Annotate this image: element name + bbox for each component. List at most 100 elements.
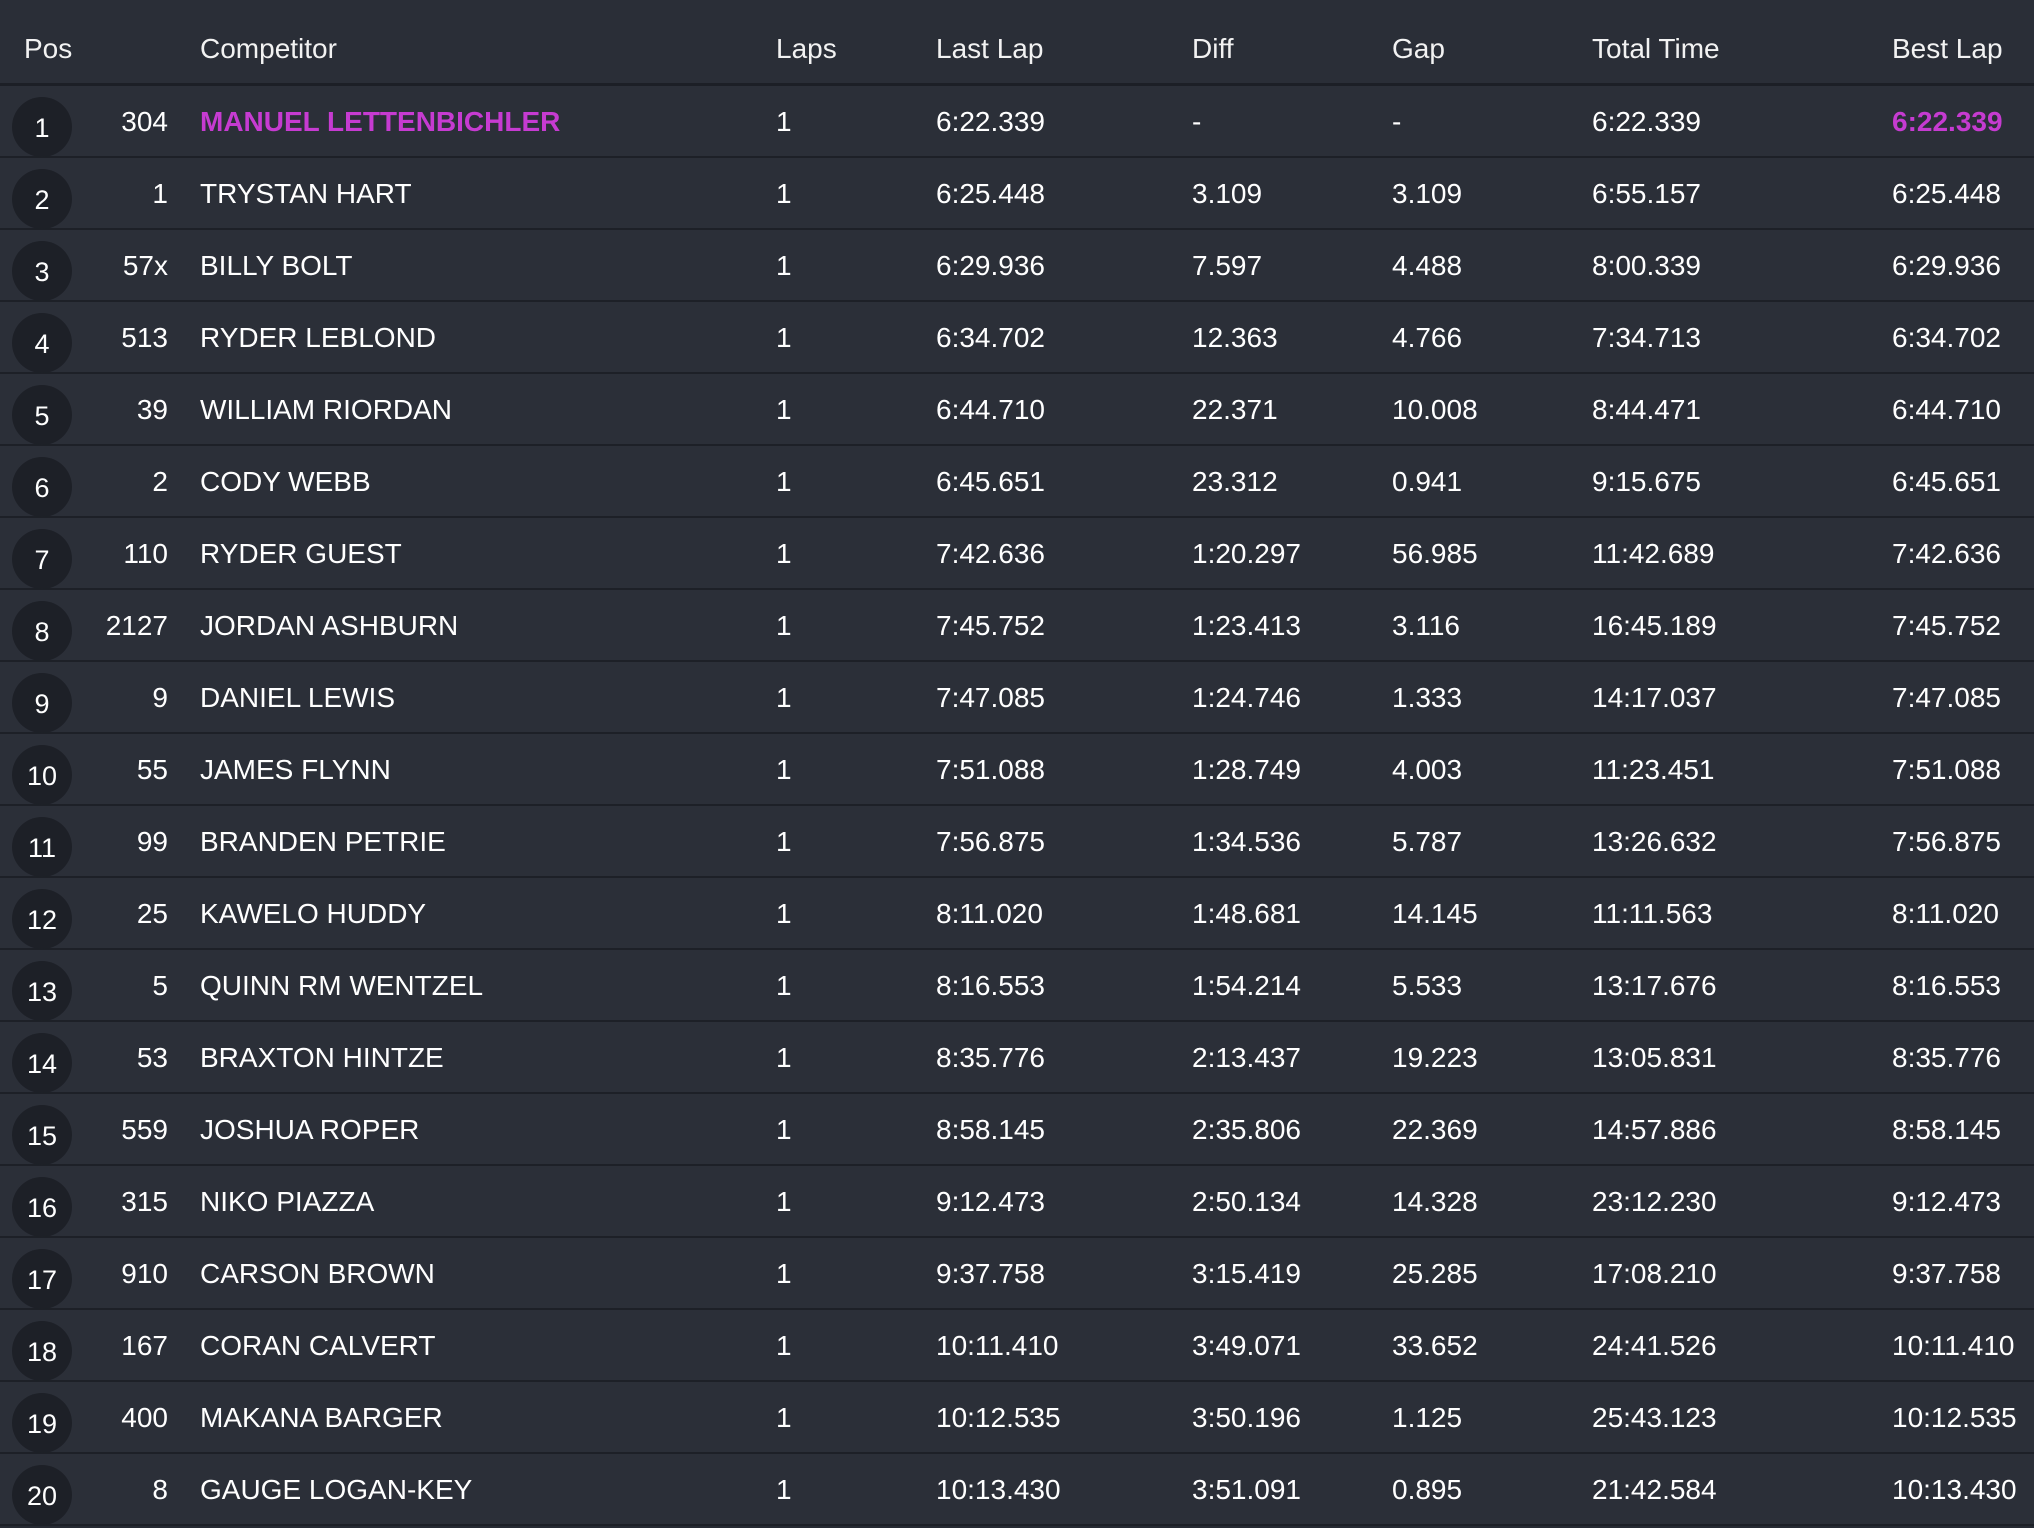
laps-value: 1 — [776, 826, 792, 857]
header-laps[interactable]: Laps — [776, 33, 837, 64]
competitor-name: BRANDEN PETRIE — [200, 826, 446, 857]
last-lap-value: 10:12.535 — [936, 1402, 1061, 1433]
last-lap-value: 8:16.553 — [936, 970, 1045, 1001]
position-badge: 1 — [12, 97, 72, 157]
best-lap-value: 9:12.473 — [1892, 1186, 2001, 1217]
laps-value: 1 — [776, 1474, 792, 1505]
diff-value: 2:50.134 — [1192, 1186, 1301, 1217]
table-row[interactable]: 15 559 JOSHUA ROPER 1 8:58.145 2:35.806 22.369… — [0, 1094, 2034, 1166]
position-badge: 6 — [12, 457, 72, 517]
position-badge: 15 — [12, 1105, 72, 1165]
table-row[interactable]: 14 53 BRAXTON HINTZE 1 8:35.776 2:13.437 19.22… — [0, 1022, 2034, 1094]
competitor-name: CORAN CALVERT — [200, 1330, 436, 1361]
laps-value: 1 — [776, 1330, 792, 1361]
position-badge: 13 — [12, 961, 72, 1021]
diff-value: 1:24.746 — [1192, 682, 1301, 713]
competitor-number: 110 — [123, 538, 168, 569]
gap-value: 10.008 — [1392, 394, 1478, 425]
table-header: Pos Competitor Laps Last Lap Diff Gap To… — [0, 0, 2034, 86]
diff-value: 1:54.214 — [1192, 970, 1301, 1001]
competitor-number: 99 — [136, 826, 168, 857]
diff-value: 1:23.413 — [1192, 610, 1301, 641]
total-time-value: 23:12.230 — [1592, 1186, 1717, 1217]
gap-value: 0.941 — [1392, 466, 1463, 497]
table-row[interactable]: 10 55 JAMES FLYNN 1 7:51.088 1:28.749 4.003 11:… — [0, 734, 2034, 806]
position-badge: 9 — [12, 673, 72, 733]
total-time-value: 7:34.713 — [1592, 322, 1701, 353]
best-lap-value: 6:29.936 — [1892, 250, 2001, 281]
competitor-number: 559 — [121, 1114, 168, 1145]
competitor-name: QUINN RM WENTZEL — [200, 970, 484, 1001]
table-row[interactable]: 2 1 TRYSTAN HART 1 6:25.448 3.109 3.109 6:55.15… — [0, 158, 2034, 230]
last-lap-value: 6:45.651 — [936, 466, 1045, 497]
laps-value: 1 — [776, 1114, 792, 1145]
diff-value: 2:13.437 — [1192, 1042, 1301, 1073]
last-lap-value: 9:37.758 — [936, 1258, 1045, 1289]
last-lap-value: 7:45.752 — [936, 610, 1045, 641]
header-competitor[interactable]: Competitor — [200, 33, 337, 64]
competitor-number: 304 — [121, 106, 168, 137]
competitor-number: 5 — [152, 970, 168, 1001]
table-row[interactable]: 16 315 NIKO PIAZZA 1 9:12.473 2:50.134 14.328 2… — [0, 1166, 2034, 1238]
best-lap-value: 8:11.020 — [1892, 898, 1999, 929]
position-badge: 20 — [12, 1465, 72, 1525]
total-time-value: 9:15.675 — [1592, 466, 1701, 497]
competitor-number: 2127 — [105, 610, 168, 641]
best-lap-value: 7:45.752 — [1892, 610, 2001, 641]
table-row[interactable]: 13 5 QUINN RM WENTZEL 1 8:16.553 1:54.214 5.53… — [0, 950, 2034, 1022]
diff-value: 2:35.806 — [1192, 1114, 1301, 1145]
header-total-time[interactable]: Total Time — [1592, 33, 1720, 64]
competitor-number: 39 — [136, 394, 168, 425]
table-row[interactable]: 6 2 CODY WEBB 1 6:45.651 23.312 0.941 9:15.675 6… — [0, 446, 2034, 518]
competitor-number: 167 — [121, 1330, 168, 1361]
table-row[interactable]: 19 400 MAKANA BARGER 1 10:12.535 3:50.196 1.12… — [0, 1382, 2034, 1454]
last-lap-value: 7:56.875 — [936, 826, 1045, 857]
competitor-name: CARSON BROWN — [200, 1258, 435, 1289]
laps-value: 1 — [776, 322, 792, 353]
position-badge: 17 — [12, 1249, 72, 1309]
table-row[interactable]: 8 2127 JORDAN ASHBURN 1 7:45.752 1:23.413 3.11… — [0, 590, 2034, 662]
header-diff[interactable]: Diff — [1192, 33, 1234, 64]
competitor-name: JOSHUA ROPER — [200, 1114, 420, 1145]
table-row[interactable]: 18 167 CORAN CALVERT 1 10:11.410 3:49.071 33.6… — [0, 1310, 2034, 1382]
header-last-lap[interactable]: Last Lap — [936, 33, 1044, 64]
last-lap-value: 8:58.145 — [936, 1114, 1045, 1145]
competitor-name: WILLIAM RIORDAN — [200, 394, 453, 425]
header-gap[interactable]: Gap — [1392, 33, 1445, 64]
header-pos[interactable]: Pos — [24, 33, 73, 64]
table-row[interactable]: 7 110 RYDER GUEST 1 7:42.636 1:20.297 56.985 11… — [0, 518, 2034, 590]
last-lap-value: 8:11.020 — [936, 898, 1043, 929]
table-row[interactable]: 5 39 WILLIAM RIORDAN 1 6:44.710 22.371 10.008 8… — [0, 374, 2034, 446]
header-best-lap[interactable]: Best Lap — [1892, 33, 2003, 64]
gap-value: 4.766 — [1392, 322, 1463, 353]
position-badge: 3 — [12, 241, 72, 301]
last-lap-value: 9:12.473 — [936, 1186, 1045, 1217]
table-row[interactable]: 17 910 CARSON BROWN 1 9:37.758 3:15.419 25.285… — [0, 1238, 2034, 1310]
diff-value: 22.371 — [1192, 394, 1278, 425]
gap-value: 4.488 — [1392, 250, 1463, 281]
table-row[interactable]: 11 99 BRANDEN PETRIE 1 7:56.875 1:34.536 5.787… — [0, 806, 2034, 878]
competitor-name: JORDAN ASHBURN — [200, 610, 459, 641]
competitor-name: DANIEL LEWIS — [200, 682, 396, 713]
table-row[interactable]: 1 304 MANUEL LETTENBICHLER 1 6:22.339 - - 6:22.… — [0, 86, 2034, 158]
competitor-number: 400 — [121, 1402, 168, 1433]
gap-value: 1.125 — [1392, 1402, 1463, 1433]
last-lap-value: 8:35.776 — [936, 1042, 1045, 1073]
total-time-value: 14:57.886 — [1592, 1114, 1717, 1145]
competitor-name: CODY WEBB — [200, 466, 371, 497]
table-row[interactable]: 4 513 RYDER LEBLOND 1 6:34.702 12.363 4.766 7:3… — [0, 302, 2034, 374]
competitor-number: 53 — [136, 1042, 168, 1073]
table-row[interactable]: 12 25 KAWELO HUDDY 1 8:11.020 1:48.681 14.145 1… — [0, 878, 2034, 950]
position-badge: 4 — [12, 313, 72, 373]
best-lap-value: 8:35.776 — [1892, 1042, 2001, 1073]
table-row[interactable]: 3 57x BILLY BOLT 1 6:29.936 7.597 4.488 8:00.33… — [0, 230, 2034, 302]
table-row[interactable]: 20 8 GAUGE LOGAN-KEY 1 10:13.430 3:51.091 0.89… — [0, 1454, 2034, 1526]
competitor-number: 25 — [136, 898, 168, 929]
table-row[interactable]: 9 9 DANIEL LEWIS 1 7:47.085 1:24.746 1.333 14:1… — [0, 662, 2034, 734]
diff-value: 3:15.419 — [1192, 1258, 1301, 1289]
laps-value: 1 — [776, 394, 792, 425]
competitor-number: 1 — [152, 178, 168, 209]
total-time-value: 6:22.339 — [1592, 106, 1701, 137]
total-time-value: 11:42.689 — [1592, 538, 1715, 569]
diff-value: - — [1192, 106, 1202, 137]
